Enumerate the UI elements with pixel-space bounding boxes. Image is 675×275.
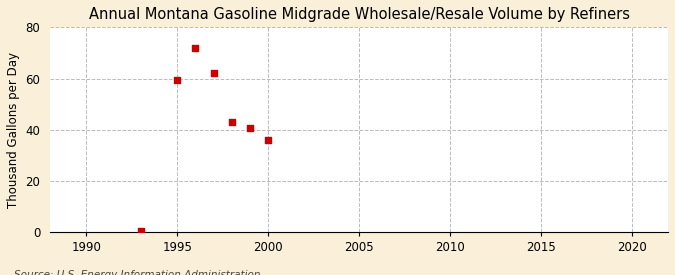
Title: Annual Montana Gasoline Midgrade Wholesale/Resale Volume by Refiners: Annual Montana Gasoline Midgrade Wholesa… <box>88 7 630 22</box>
Point <box>244 126 255 131</box>
Point <box>226 120 237 124</box>
Point <box>263 138 273 142</box>
Point <box>209 71 219 76</box>
Point <box>136 229 146 233</box>
Y-axis label: Thousand Gallons per Day: Thousand Gallons per Day <box>7 52 20 208</box>
Point <box>172 78 183 82</box>
Point <box>190 46 201 50</box>
Text: Source: U.S. Energy Information Administration: Source: U.S. Energy Information Administ… <box>14 271 260 275</box>
